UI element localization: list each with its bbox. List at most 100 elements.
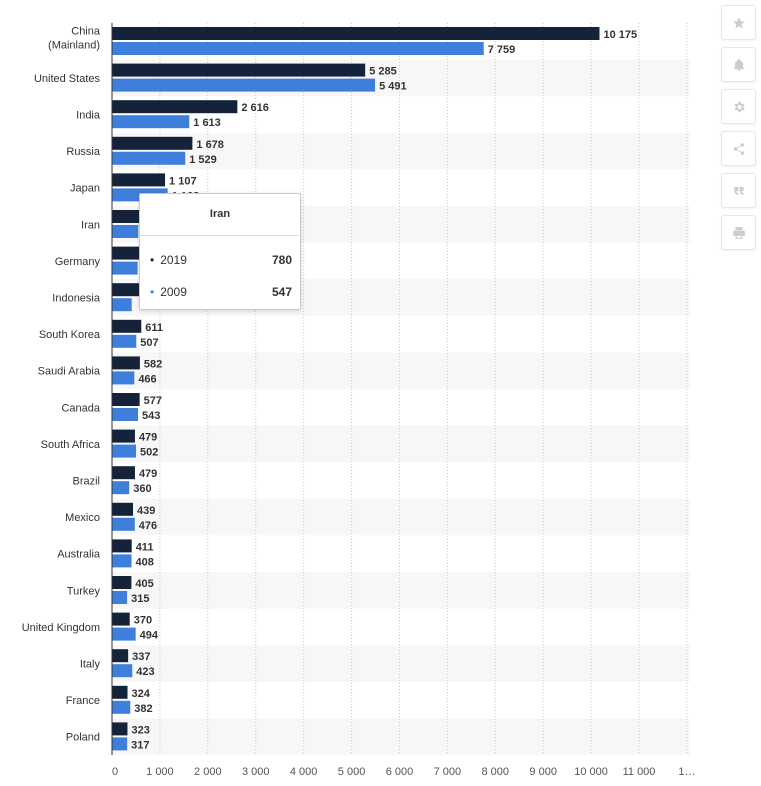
value-label: 479 — [139, 432, 157, 444]
tooltip-row-value: 780 — [271, 253, 292, 267]
bar-2019 — [112, 136, 193, 150]
bar-2019 — [112, 173, 166, 187]
row-band — [112, 572, 690, 609]
value-labels: 10 175 7 759 5 285 5 491 2 616 1 613 1 678 1 52… — [131, 29, 637, 751]
value-label: 323 — [131, 724, 149, 736]
x-tick-label: 10 000 — [574, 766, 608, 778]
value-label: 502 — [140, 447, 158, 459]
category-label: South Africa — [41, 439, 101, 451]
value-label: 507 — [140, 337, 158, 349]
bar-2009 — [112, 664, 133, 678]
bar-2009 — [112, 408, 139, 421]
print-button[interactable] — [721, 215, 756, 250]
category-label: Canada — [61, 402, 100, 414]
value-label: 577 — [144, 395, 162, 407]
value-label: 7 759 — [488, 44, 516, 56]
bar-2019 — [112, 466, 135, 480]
bar-2009 — [112, 115, 190, 129]
value-label: 439 — [137, 505, 155, 517]
favorite-button[interactable] — [721, 5, 756, 40]
bar-2019 — [112, 576, 132, 589]
bar-2009 — [112, 78, 376, 92]
value-label: 5 491 — [379, 81, 407, 93]
bar-2009 — [112, 151, 186, 165]
bar-2009 — [112, 591, 128, 604]
value-label: 337 — [132, 651, 150, 663]
bar-2009 — [112, 481, 130, 495]
category-label: Germany — [55, 256, 101, 268]
series-2009-dot: • — [150, 285, 155, 299]
bar-2009 — [112, 444, 137, 458]
x-tick-label: 0 — [112, 766, 118, 778]
notification-button[interactable] — [721, 47, 756, 82]
bar-2019 — [112, 27, 600, 40]
star-icon — [732, 16, 745, 28]
x-tick-label: 8 000 — [482, 766, 510, 778]
x-axis-ticks: 0 1 000 2 000 3 000 4 000 5 000 6 000 7 000 8 00… — [112, 766, 695, 778]
bar-2019 — [112, 356, 140, 370]
bar-2009 — [112, 42, 484, 55]
category-label: India — [76, 110, 101, 122]
bar-2019 — [112, 539, 132, 553]
value-label: 5 285 — [369, 66, 397, 78]
bar-2019 — [112, 612, 130, 626]
value-label: 2 616 — [241, 102, 269, 114]
tooltip: Iran • 2019 780 • 2009 547 — [139, 193, 301, 310]
bar-2019 — [112, 649, 129, 663]
bar-2009 — [112, 700, 131, 714]
tooltip-row-label: 2009 — [160, 285, 187, 299]
bar-2019 — [112, 685, 128, 699]
row-band — [112, 352, 690, 389]
bar-2009 — [112, 517, 135, 531]
category-label: France — [66, 695, 100, 707]
series-2019-dot: • — [150, 253, 155, 267]
x-tick-label: 1 000 — [146, 766, 174, 778]
category-label: Australia — [57, 549, 101, 561]
category-label: Indonesia — [52, 293, 101, 305]
tooltip-row-value: 547 — [271, 285, 292, 299]
x-tick-label: 7 000 — [434, 766, 462, 778]
value-label: 315 — [131, 593, 149, 605]
bar-2019 — [112, 722, 128, 736]
category-label: United Kingdom — [22, 622, 100, 634]
bar-2009 — [112, 225, 139, 238]
bar-2019 — [112, 100, 238, 114]
value-label: 10 175 — [603, 29, 637, 41]
bars — [112, 27, 600, 751]
bar-2019 — [112, 429, 135, 443]
quote-icon — [733, 186, 744, 195]
x-tick-label: 6 000 — [386, 766, 414, 778]
category-label: Turkey — [67, 585, 101, 597]
value-label: 370 — [134, 615, 152, 627]
category-label: Brazil — [72, 476, 100, 488]
share-button[interactable] — [721, 131, 756, 166]
row-bands — [112, 59, 690, 755]
row-band — [112, 645, 690, 682]
value-label: 479 — [139, 468, 157, 480]
gridlines — [159, 23, 688, 755]
value-label: 423 — [136, 666, 154, 678]
value-label: 324 — [132, 688, 151, 700]
value-label: 317 — [131, 739, 149, 751]
value-label: 611 — [145, 322, 163, 334]
bar-2009 — [112, 371, 135, 385]
bar-2019 — [112, 502, 134, 516]
cite-button[interactable] — [721, 173, 756, 208]
row-band — [112, 498, 690, 536]
value-label: 1 107 — [169, 175, 197, 187]
category-label: Russia — [66, 146, 101, 158]
value-label: 582 — [144, 358, 162, 370]
tooltip-row-2019: • 2019 780 — [150, 253, 292, 273]
category-label: Italy — [80, 659, 101, 671]
bar-2009 — [112, 298, 132, 312]
x-tick-label: 5 000 — [338, 766, 366, 778]
value-label: 543 — [142, 410, 160, 422]
x-tick-label: 2 000 — [194, 766, 222, 778]
category-label: (Mainland) — [48, 39, 100, 51]
category-labels: China (Mainland) United States India Russia J… — [22, 25, 101, 743]
settings-button[interactable] — [721, 89, 756, 124]
bar-2009 — [112, 334, 137, 348]
share-icon — [733, 142, 744, 155]
bar-2009 — [112, 554, 132, 568]
tooltip-title: Iran — [141, 194, 299, 236]
